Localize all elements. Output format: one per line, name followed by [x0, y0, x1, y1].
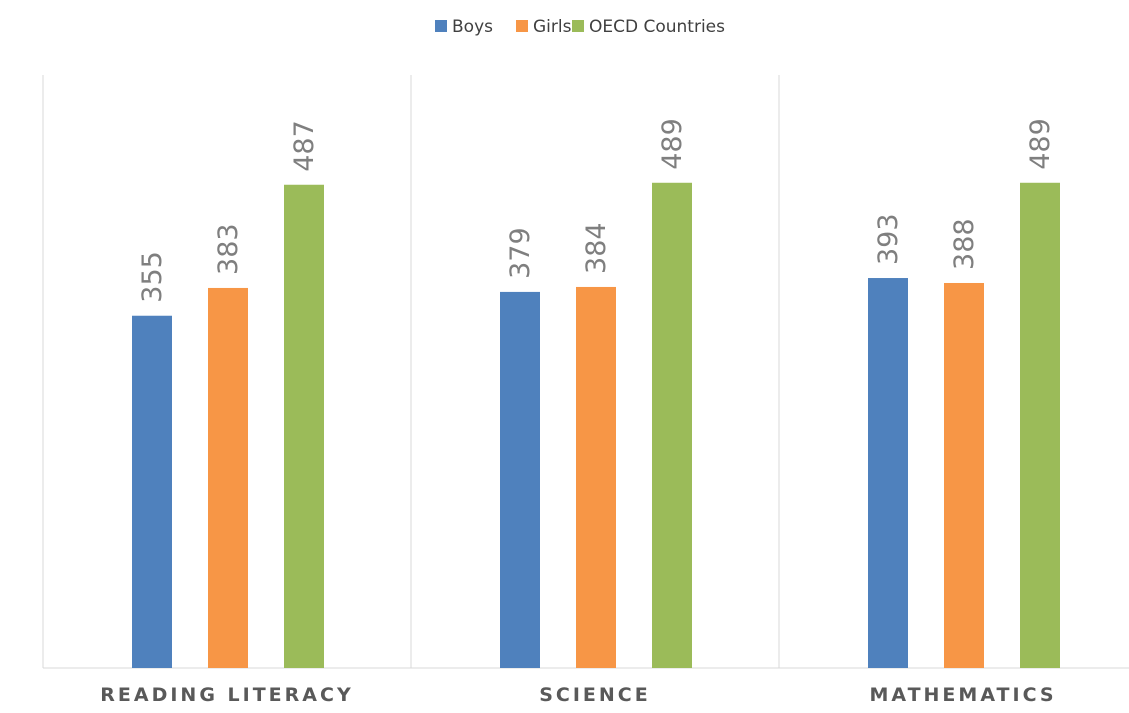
data-label-boys-reading-literacy: 355	[137, 251, 168, 303]
category-labels: READING LITERACY SCIENCE MATHEMATICS	[100, 684, 1056, 706]
bar-boys-reading-literacy	[132, 315, 172, 668]
legend-swatch-oecd-countries	[572, 20, 584, 32]
bars	[132, 182, 1060, 669]
legend-label-girls: Girls	[533, 17, 572, 37]
data-label-girls-reading-literacy: 383	[213, 223, 244, 275]
legend-swatch-girls	[516, 20, 528, 32]
bar-girls-reading-literacy	[208, 287, 248, 668]
category-label-mathematics: MATHEMATICS	[869, 684, 1056, 706]
legend-item-girls: Girls	[516, 17, 572, 37]
legend-label-boys: Boys	[452, 17, 493, 37]
data-label-girls-science: 384	[581, 222, 612, 274]
bar-girls-science	[576, 286, 616, 668]
bar-oecd-countries-mathematics	[1020, 182, 1060, 668]
legend-label-oecd-countries: OECD Countries	[589, 17, 725, 37]
data-label-girls-mathematics: 388	[949, 218, 980, 270]
data-label-oecd-countries-science: 489	[657, 118, 688, 170]
bar-girls-mathematics	[944, 282, 984, 668]
bar-oecd-countries-science	[652, 182, 692, 668]
legend-swatch-boys	[435, 20, 447, 32]
legend: Boys Girls OECD Countries	[435, 17, 725, 37]
data-label-oecd-countries-mathematics: 489	[1025, 118, 1056, 170]
bar-boys-science	[500, 291, 540, 668]
legend-item-boys: Boys	[435, 17, 493, 37]
bar-oecd-countries-reading-literacy	[284, 184, 324, 669]
legend-item-oecd-countries: OECD Countries	[572, 17, 725, 37]
category-label-reading-literacy: READING LITERACY	[100, 684, 353, 706]
data-label-boys-mathematics: 393	[873, 213, 904, 265]
category-label-science: SCIENCE	[539, 684, 651, 706]
data-label-oecd-countries-reading-literacy: 487	[289, 120, 320, 172]
data-label-boys-science: 379	[505, 227, 536, 279]
data-labels: 355 383 487 379 384 489 393 388 489	[137, 118, 1056, 303]
bar-boys-mathematics	[868, 278, 908, 668]
